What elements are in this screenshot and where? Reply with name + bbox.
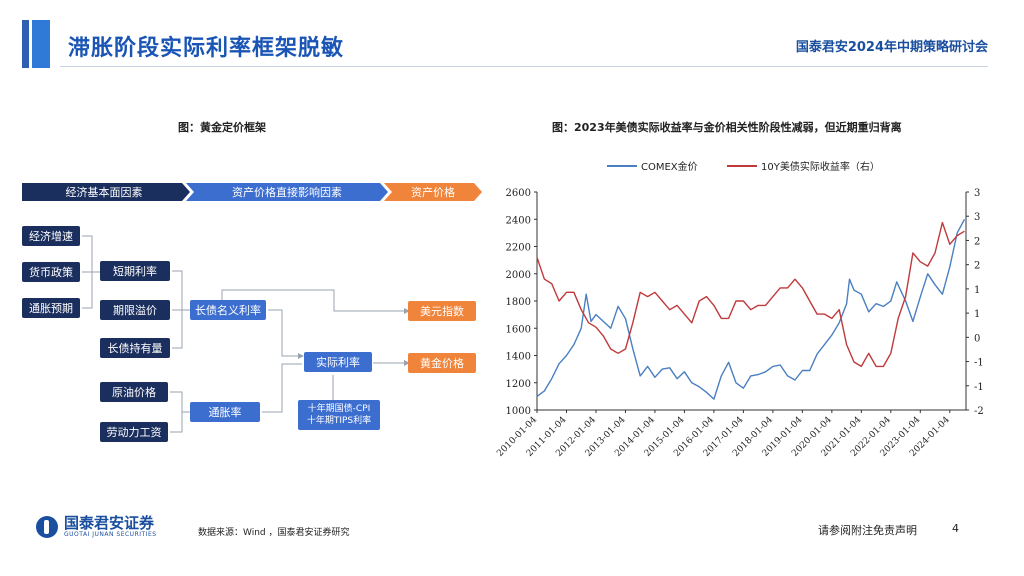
chevron-asset	[384, 183, 482, 201]
y-right-tick-label: 2	[974, 261, 980, 272]
chevron-label-asset: 资产价格	[411, 186, 455, 199]
y-left-tick-label: 2000	[506, 270, 531, 281]
y-left-tick-label: 1000	[506, 406, 531, 417]
chevron-label-econ: 经济基本面因素	[65, 186, 143, 199]
header-accent-bar	[22, 20, 29, 68]
box-inflation-expectation: 通胀预期	[22, 298, 80, 318]
y-right-tick-label: 3	[974, 188, 980, 199]
chevron-label-direct: 资产价格直接影响因素	[232, 186, 342, 199]
page-number: 4	[952, 522, 959, 535]
chevron-direct	[186, 183, 388, 201]
box-econ-growth: 经济增速	[22, 226, 80, 246]
box-inflation-rate: 通胀率	[190, 402, 260, 422]
box-labor-wage: 劳动力工资	[100, 422, 168, 442]
box-oil-price: 原油价格	[100, 382, 168, 402]
box-long-nominal-rate: 长债名义利率	[190, 300, 266, 320]
chevron-strip	[22, 183, 482, 201]
box-short-rate: 短期利率	[100, 261, 170, 281]
y-right-tick-label: 1	[974, 285, 980, 296]
logo-text: 国泰君安证券	[64, 514, 155, 532]
series-real-yield-line	[536, 221, 965, 368]
y-left-tick-label: 2600	[506, 188, 531, 199]
box-term-premium: 期限溢价	[100, 300, 170, 320]
framework-connectors	[82, 235, 410, 433]
y-right-tick-label: 3	[974, 212, 980, 223]
box-real-rate-note: 十年期国债-CPI 十年期TIPS利率	[298, 400, 380, 430]
y-right-tick-label: 0	[974, 333, 980, 344]
header-accent-block	[32, 20, 50, 68]
y-left-tick-label: 1800	[506, 297, 531, 308]
y-right-tick-label: 2	[974, 236, 980, 247]
left-caption: 图：黄金定价框架	[178, 121, 266, 134]
box-real-rate: 实际利率	[304, 352, 372, 372]
series-gold-line	[536, 218, 966, 400]
box-long-bond-holdings: 长债持有量	[100, 338, 170, 358]
logo-mark-icon	[36, 516, 58, 538]
disclaimer-link[interactable]: 请参阅附注免责声明	[818, 524, 917, 537]
data-source: 数据来源：Wind ，国泰君安证券研究	[198, 528, 350, 538]
y-left-tick-label: 1400	[506, 352, 531, 363]
y-left-tick-label: 2200	[506, 243, 531, 254]
y-left-tick-label: 1200	[506, 379, 531, 390]
page-title: 滞胀阶段实际利率框架脱敏	[68, 36, 345, 61]
box-gold-price: 黄金价格	[408, 353, 476, 373]
header-event-name: 国泰君安2024年中期策略研讨会	[795, 40, 988, 55]
y-right-tick-label: -1	[974, 382, 984, 393]
y-right-tick-label: 1	[974, 309, 980, 320]
chevron-econ	[22, 183, 190, 201]
y-left-tick-label: 2400	[506, 215, 531, 226]
chart-title: 图：2023年美债实际收益率与金价相关性阶段性减弱，但近期重归背离	[552, 121, 902, 134]
y-right-tick-label: -1	[974, 358, 984, 369]
box-usd-index: 美元指数	[408, 301, 476, 321]
legend-gold-label: COMEX金价	[641, 160, 698, 173]
logo-subtext: GUOTAI JUNAN SECURITIES	[64, 531, 157, 538]
box-monetary-policy: 货币政策	[22, 262, 80, 282]
legend-yield-label: 10Y美债实际收益率（右）	[761, 160, 880, 173]
company-logo: 国泰君安证券 GUOTAI JUNAN SECURITIES	[36, 516, 157, 538]
header-divider	[60, 66, 988, 67]
y-left-tick-label: 1600	[506, 324, 531, 335]
gold-vs-real-yield-chart: 1000 1200 1400 1600 1800 2000 2200 2400 2600 -2 -1…	[495, 160, 984, 459]
y-right-tick-label: -2	[974, 406, 984, 417]
